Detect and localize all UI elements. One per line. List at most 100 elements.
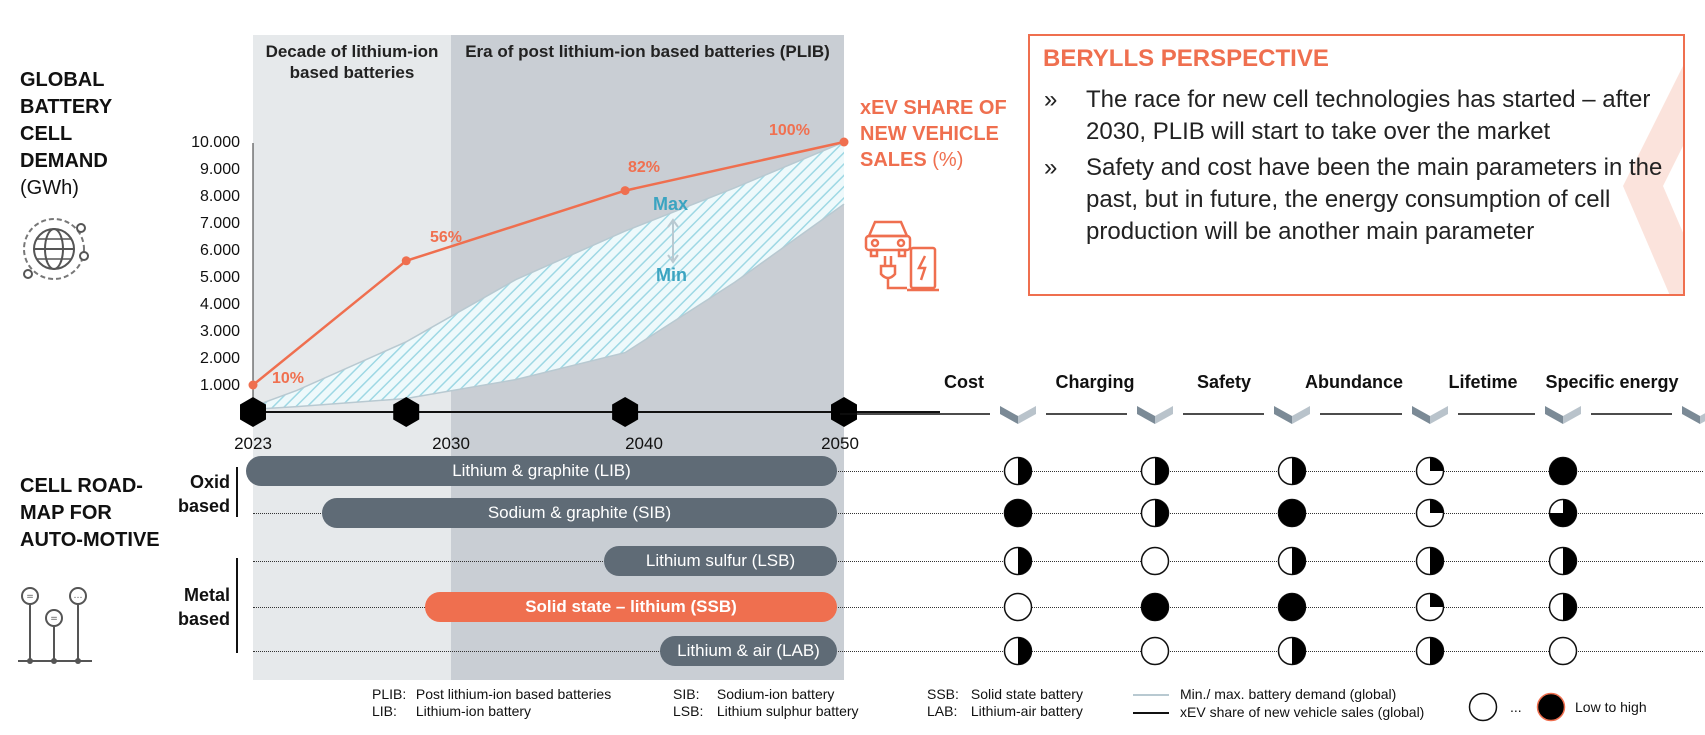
- rating-circle: [1003, 592, 1033, 622]
- legend-xev-swatch: [1133, 712, 1169, 714]
- rating-circle: [1548, 636, 1578, 666]
- ratings-grid: [1003, 456, 1578, 666]
- decorative-chevron-icon: [1623, 66, 1683, 294]
- rating-fill: [1563, 593, 1577, 621]
- bullet-marker: »: [1044, 154, 1058, 181]
- rating-fill: [1278, 593, 1306, 621]
- chevron-down-icon: [1545, 406, 1563, 424]
- legend-range-swatch: [1133, 694, 1169, 696]
- chevron-down-icon: [1563, 406, 1581, 424]
- chevron-down-icon: [1412, 406, 1430, 424]
- y-tick: 9.000: [199, 161, 240, 178]
- xev-data-point: [620, 186, 630, 196]
- y-axis-labels: 1.000 2.000 3.000 4.000 5.000 6.000 7.00…: [160, 0, 240, 420]
- legend-key: LIB:: [372, 703, 397, 719]
- chevron-down-icon: [1274, 406, 1292, 424]
- y-tick: 6.000: [199, 242, 240, 259]
- demand-chart: [240, 137, 940, 427]
- x-tick: 2023: [234, 434, 272, 453]
- legend-text: Lithium-ion battery: [415, 703, 532, 719]
- legend-col-3: SSB: Solid state battery LAB: Lithium-ai…: [927, 686, 1083, 720]
- bullet-text: The race for new cell technologies has s…: [1086, 86, 1651, 145]
- rating-fill: [1018, 547, 1032, 575]
- criterion-heading: Safety: [1196, 372, 1252, 392]
- ev-charging-icon: [864, 220, 939, 292]
- legend-range-text: Min./ max. battery demand (global): [1180, 686, 1397, 702]
- era-post-heading: Era of post lithium-ion based batteries …: [465, 42, 830, 61]
- perspective-box: BERYLLS PERSPECTIVE » The race for new c…: [1028, 34, 1685, 296]
- x-axis-hexagon-marker: [393, 397, 420, 427]
- x-tick: 2030: [432, 434, 470, 453]
- demand-title: GLOBAL BATTERY CELL DEMAND (GWh): [20, 67, 130, 202]
- demand-max-line: [252, 141, 845, 408]
- tech-bar-lab: Lithium & air (LAB): [660, 636, 837, 666]
- tech-row-line: [253, 471, 1703, 472]
- xev-data-label: 82%: [628, 159, 661, 176]
- group-metal-bracket: [236, 558, 238, 653]
- rating-fill: [1430, 547, 1444, 575]
- legend-key: SIB:: [673, 686, 700, 702]
- demand-unit: (GWh): [20, 177, 79, 199]
- criterion-heading: Abundance: [1304, 372, 1403, 392]
- rating-circle: [1140, 546, 1170, 576]
- x-tick: 2050: [821, 434, 859, 453]
- rating-fill: [1430, 457, 1444, 471]
- legend-high-circle-icon: [1536, 692, 1566, 722]
- group-oxid-bracket: [236, 467, 238, 517]
- svg-text:=: =: [50, 614, 58, 624]
- xev-share-line: [252, 140, 845, 386]
- perspective-title: BERYLLS PERSPECTIVE: [1043, 45, 1329, 72]
- bullet-text: Safety and cost have been the main param…: [1086, 154, 1663, 245]
- legend-text: Sodium-ion battery: [716, 686, 835, 702]
- tech-row-line: [253, 561, 1703, 562]
- legend-key: SSB:: [927, 686, 959, 702]
- rating-fill: [1292, 637, 1306, 665]
- legend-dots: ...: [1510, 699, 1522, 715]
- tech-row-line: [253, 607, 1703, 608]
- xev-share-title: xEV SHARE OF NEW VEHICLE SALES: [860, 97, 1007, 171]
- x-tick: 2040: [625, 434, 663, 453]
- tech-bar-lsb: Lithium sulfur (LSB): [604, 546, 837, 576]
- roadmap-icon: = = …: [18, 587, 92, 664]
- demand-title-text: GLOBAL BATTERY CELL DEMAND: [20, 69, 112, 172]
- legend-low-circle-icon: [1468, 692, 1498, 722]
- range-max-label: Max: [653, 194, 689, 214]
- chevron-down-icon: [1000, 406, 1018, 424]
- rating-fill: [1018, 457, 1032, 485]
- xev-share-unit: (%): [932, 149, 964, 171]
- group-metal-label: Metal based: [177, 585, 230, 629]
- rating-fill: [1292, 457, 1306, 485]
- chevron-down-icon: [1155, 406, 1173, 424]
- legend-text: Lithium sulphur battery: [716, 703, 859, 719]
- legend-key: LSB:: [673, 703, 704, 719]
- svg-text:…: …: [74, 591, 83, 601]
- xev-data-point: [248, 380, 258, 390]
- rating-fill: [1292, 547, 1306, 575]
- tech-row-line: [253, 651, 1703, 652]
- criterion-heading: Specific energy: [1545, 372, 1679, 392]
- rating-fill: [1155, 457, 1169, 485]
- criteria-axis: [840, 404, 1705, 424]
- chevron-down-icon: [1682, 406, 1700, 424]
- legend-text: Solid state battery: [970, 686, 1083, 702]
- y-tick: 2.000: [199, 350, 240, 367]
- y-tick: 7.000: [199, 215, 240, 232]
- criterion-heading: Lifetime: [1448, 372, 1518, 392]
- group-oxid-label: Oxid based: [177, 472, 230, 516]
- x-axis-hexagon-marker: [612, 397, 639, 427]
- tech-bar-lib: Lithium & graphite (LIB): [246, 456, 837, 486]
- rating-fill: [1549, 457, 1577, 485]
- globe-icon: [23, 218, 89, 280]
- rating-fill: [1430, 593, 1444, 607]
- rating-fill: [1549, 499, 1577, 527]
- rating-fill: [1278, 499, 1306, 527]
- x-axis-hexagon-marker: [831, 397, 857, 427]
- xev-data-label: 100%: [769, 122, 810, 139]
- rating-circle: [1140, 636, 1170, 666]
- y-tick: 3.000: [199, 323, 240, 340]
- svg-text:=: =: [26, 592, 34, 602]
- demand-range-band: [253, 142, 844, 410]
- chevron-down-icon: [1700, 413, 1705, 424]
- criterion-heading: Charging: [1055, 372, 1135, 392]
- chevron-down-icon: [1137, 406, 1155, 424]
